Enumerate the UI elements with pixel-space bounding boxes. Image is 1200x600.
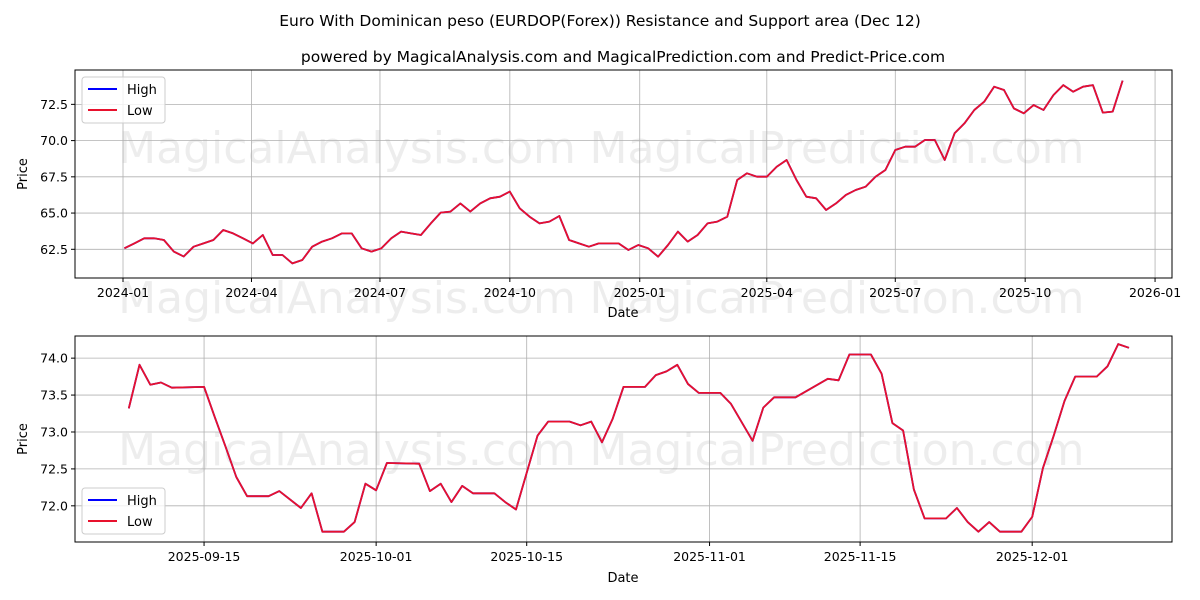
watermark: MagicalAnalysis.com (118, 425, 576, 476)
x-axis-label: Date (607, 571, 638, 586)
axes-frame (74, 335, 1173, 543)
x-tick-label: 2025-07 (869, 285, 921, 300)
axes-frame (74, 69, 1173, 279)
y-tick-label: 72.0 (40, 498, 68, 513)
x-tick-label: 2025-10 (999, 285, 1051, 300)
y-axis-label: Price (16, 423, 31, 455)
bottom-chart: MagicalAnalysis.com MagicalPrediction.co… (16, 335, 1173, 586)
y-axis-label: Price (16, 158, 31, 190)
legend: High Low (81, 487, 166, 535)
legend-low-label: Low (127, 515, 153, 530)
watermark: MagicalAnalysis.com (118, 273, 576, 324)
x-tick-label: 2025-04 (741, 285, 793, 300)
y-tick-label: 74.0 (40, 351, 68, 366)
series-line-low (127, 343, 1130, 533)
x-tick-label: 2024-04 (225, 285, 277, 300)
watermark: MagicalPrediction.com (590, 425, 1085, 476)
x-tick-label: 2025-11-01 (673, 549, 746, 564)
legend-low-label: Low (127, 104, 153, 119)
legend: High Low (81, 76, 166, 124)
top-chart: MagicalAnalysis.com MagicalPrediction.co… (16, 69, 1181, 324)
legend-high-label: High (127, 83, 157, 98)
x-tick-label: 2025-01 (614, 285, 666, 300)
x-tick-label: 2024-01 (97, 285, 149, 300)
x-tick-label: 2024-07 (354, 285, 406, 300)
x-axis-label: Date (607, 306, 638, 321)
legend-high-label: High (127, 494, 157, 509)
watermark: MagicalPrediction.com (590, 273, 1085, 324)
watermark: MagicalPrediction.com (590, 123, 1085, 174)
chart-subtitle: powered by MagicalAnalysis.com and Magic… (301, 48, 945, 66)
y-tick-label: 72.5 (40, 97, 68, 112)
y-tick-label: 73.5 (40, 388, 68, 403)
x-tick-label: 2025-12-01 (996, 549, 1069, 564)
watermark: MagicalAnalysis.com (118, 123, 576, 174)
y-tick-label: 62.5 (40, 242, 68, 257)
x-tick-label: 2026-01 (1129, 285, 1181, 300)
y-tick-label: 70.0 (40, 133, 68, 148)
x-tick-label: 2025-09-15 (168, 549, 241, 564)
y-tick-label: 72.5 (40, 461, 68, 476)
chart-title: Euro With Dominican peso (EURDOP(Forex))… (279, 12, 921, 30)
x-tick-label: 2024-10 (484, 285, 536, 300)
y-tick-label: 73.0 (40, 424, 68, 439)
series-line-low (124, 80, 1124, 265)
x-tick-label: 2025-10-15 (490, 549, 563, 564)
y-tick-label: 65.0 (40, 206, 68, 221)
y-tick-label: 67.5 (40, 169, 68, 184)
x-tick-label: 2025-11-15 (824, 549, 897, 564)
x-tick-label: 2025-10-01 (340, 549, 413, 564)
